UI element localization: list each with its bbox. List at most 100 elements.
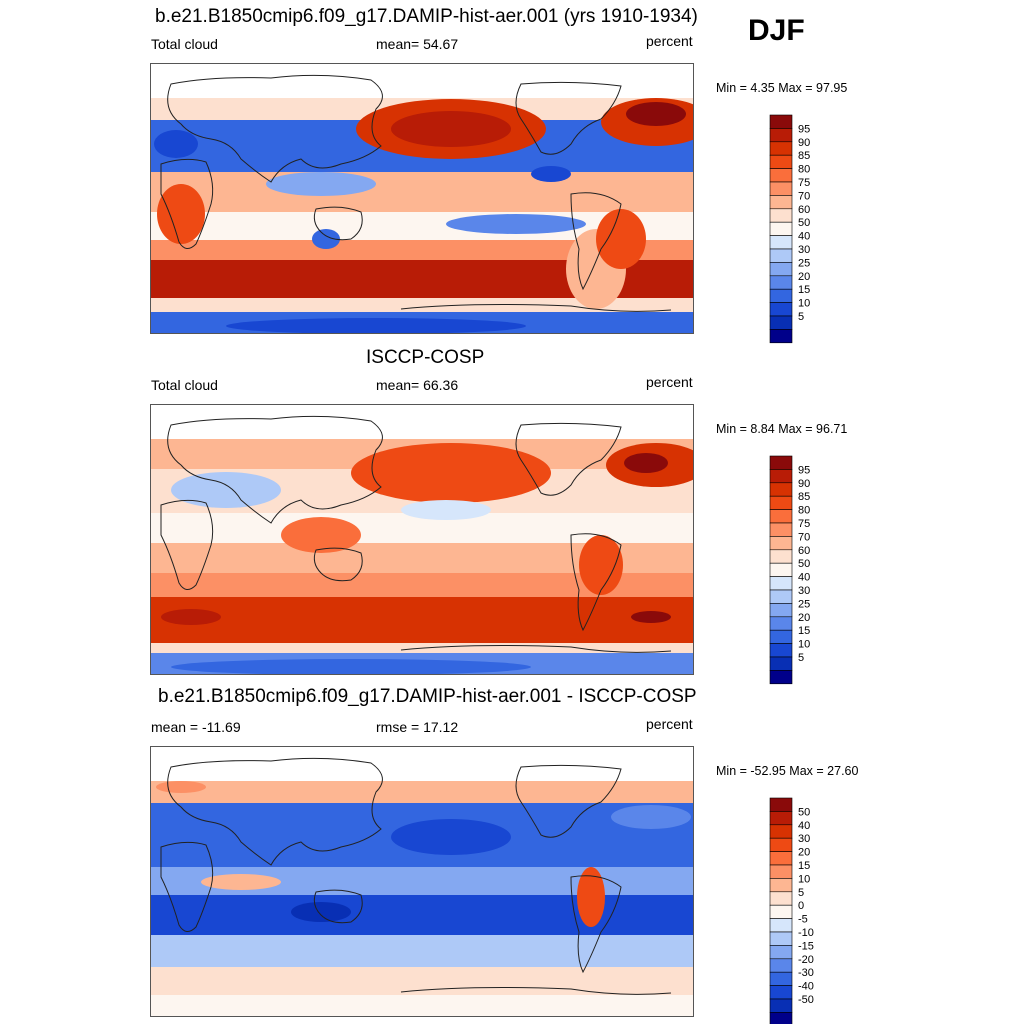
colorbar-tick-label: -10 bbox=[798, 927, 814, 939]
panel1-minmax-label: Min = 4.35 Max = 97.95 bbox=[716, 81, 848, 95]
colorbar-tick-label: 40 bbox=[798, 820, 810, 832]
colorbar-swatch bbox=[769, 576, 793, 591]
colorbar-swatch bbox=[769, 864, 793, 879]
colorbar-tick-label: 15 bbox=[798, 625, 810, 637]
colorbar-swatch bbox=[769, 235, 793, 250]
colorbar-tick-label: 20 bbox=[798, 271, 810, 283]
panel2-map-field bbox=[151, 405, 693, 674]
colorbar-swatch bbox=[769, 918, 793, 933]
panel2-variable-label: Total cloud bbox=[151, 377, 218, 393]
colorbar-tick-label: 20 bbox=[798, 847, 810, 859]
colorbar-tick-label: 5 bbox=[798, 652, 804, 664]
colorbar-tick-label: 80 bbox=[798, 505, 810, 517]
colorbar-swatch bbox=[769, 797, 793, 812]
colorbar-swatch bbox=[769, 670, 793, 685]
colorbar-tick-label: -30 bbox=[798, 967, 814, 979]
panel3-title: b.e21.B1850cmip6.f09_g17.DAMIP-hist-aer.… bbox=[158, 686, 697, 707]
colorbar-swatch bbox=[769, 824, 793, 839]
colorbar-tick-label: 85 bbox=[798, 491, 810, 503]
colorbar-swatch bbox=[769, 549, 793, 564]
colorbar-swatch bbox=[769, 302, 793, 317]
colorbar-swatch bbox=[769, 168, 793, 183]
colorbar-tick-label: 95 bbox=[798, 464, 810, 476]
colorbar-tick-label: 75 bbox=[798, 518, 810, 530]
colorbar-swatch bbox=[769, 878, 793, 893]
colorbar-swatch bbox=[769, 181, 793, 196]
colorbar-swatch bbox=[769, 329, 793, 344]
colorbar-swatch bbox=[769, 248, 793, 263]
colorbar-swatch bbox=[769, 562, 793, 577]
colorbar-swatch bbox=[769, 455, 793, 470]
colorbar-swatch bbox=[769, 509, 793, 524]
colorbar-swatch bbox=[769, 114, 793, 129]
panel3-colorbar: 50 40 30 20 15 10 5 0 -5 -10 -15 -20 -30 -40 -50 bbox=[769, 797, 814, 1024]
colorbar-swatch bbox=[769, 958, 793, 973]
colorbar-swatch bbox=[769, 482, 793, 497]
colorbar-tick-label: 25 bbox=[798, 598, 810, 610]
colorbar-swatch bbox=[769, 469, 793, 484]
colorbar-swatch bbox=[769, 971, 793, 986]
colorbar-tick-label: 0 bbox=[798, 900, 804, 912]
colorbar-swatch bbox=[769, 221, 793, 236]
panel3-units-label: percent bbox=[646, 716, 693, 732]
panel2-mean-label: mean= 66.36 bbox=[376, 377, 459, 393]
colorbar-swatch bbox=[769, 522, 793, 537]
colorbar-tick-label: 15 bbox=[798, 284, 810, 296]
colorbar-tick-label: 60 bbox=[798, 204, 810, 216]
colorbar-swatch bbox=[769, 616, 793, 631]
colorbar-tick-label: 50 bbox=[798, 217, 810, 229]
colorbar-tick-label: 95 bbox=[798, 123, 810, 135]
colorbar-tick-label: 60 bbox=[798, 545, 810, 557]
season-label: DJF bbox=[748, 14, 805, 47]
colorbar-tick-label: 75 bbox=[798, 177, 810, 189]
panel3-minmax-label: Min = -52.95 Max = 27.60 bbox=[716, 764, 859, 778]
panel3-rmse-label: rmse = 17.12 bbox=[376, 719, 459, 735]
colorbar-tick-label: 85 bbox=[798, 150, 810, 162]
panel1-variable-label: Total cloud bbox=[151, 36, 218, 52]
colorbar-swatch bbox=[769, 141, 793, 156]
colorbar-swatch bbox=[769, 315, 793, 330]
colorbar-tick-label: 90 bbox=[798, 478, 810, 490]
colorbar-swatch bbox=[769, 262, 793, 277]
panel2-minmax-label: Min = 8.84 Max = 96.71 bbox=[716, 422, 848, 436]
colorbar-tick-label: 10 bbox=[798, 639, 810, 651]
colorbar-tick-label: 50 bbox=[798, 558, 810, 570]
panel2-units-label: percent bbox=[646, 374, 693, 390]
colorbar-tick-label: 30 bbox=[798, 244, 810, 256]
colorbar-tick-label: -5 bbox=[798, 914, 808, 926]
panel3-map bbox=[150, 746, 694, 1017]
colorbar-tick-label: 30 bbox=[798, 585, 810, 597]
colorbar-tick-label: 10 bbox=[798, 873, 810, 885]
colorbar-tick-label: 10 bbox=[798, 298, 810, 310]
colorbar-swatch bbox=[769, 629, 793, 644]
colorbar-tick-label: 5 bbox=[798, 311, 804, 323]
panel2-map bbox=[150, 404, 694, 675]
colorbar-swatch bbox=[769, 603, 793, 618]
colorbar-tick-label: 20 bbox=[798, 612, 810, 624]
colorbar-tick-label: 40 bbox=[798, 231, 810, 243]
colorbar-swatch bbox=[769, 904, 793, 919]
colorbar-tick-label: -15 bbox=[798, 940, 814, 952]
colorbar-swatch bbox=[769, 208, 793, 223]
colorbar-swatch bbox=[769, 931, 793, 946]
colorbar-swatch bbox=[769, 195, 793, 210]
colorbar-tick-label: 70 bbox=[798, 190, 810, 202]
colorbar-swatch bbox=[769, 998, 793, 1013]
colorbar-swatch bbox=[769, 495, 793, 510]
colorbar-tick-label: 70 bbox=[798, 531, 810, 543]
panel1-map bbox=[150, 63, 694, 334]
colorbar-tick-label: 15 bbox=[798, 860, 810, 872]
colorbar-tick-label: 25 bbox=[798, 257, 810, 269]
panel1-mean-label: mean= 54.67 bbox=[376, 36, 459, 52]
colorbar-swatch bbox=[769, 656, 793, 671]
colorbar-swatch bbox=[769, 154, 793, 169]
colorbar-swatch bbox=[769, 128, 793, 143]
colorbar-swatch bbox=[769, 1012, 793, 1024]
colorbar-tick-label: -50 bbox=[798, 994, 814, 1006]
panel3-map-field bbox=[151, 747, 693, 1016]
colorbar-tick-label: -40 bbox=[798, 981, 814, 993]
panel1-map-field bbox=[151, 64, 693, 333]
colorbar-tick-label: 80 bbox=[798, 164, 810, 176]
